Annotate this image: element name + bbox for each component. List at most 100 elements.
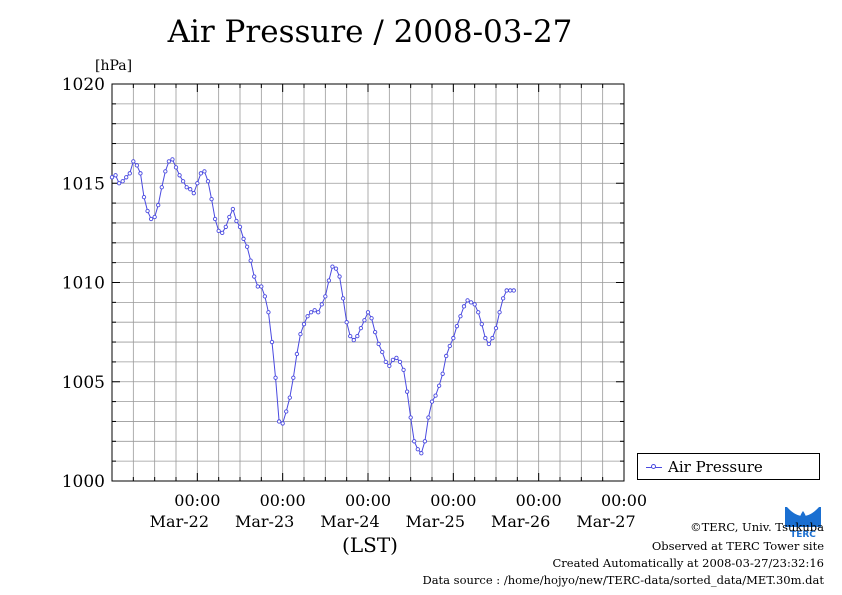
data-point	[369, 316, 374, 321]
data-point	[166, 159, 172, 164]
y-tick-label: 1000	[62, 472, 105, 492]
data-point	[134, 163, 140, 168]
data-point	[376, 341, 381, 347]
data-point	[294, 351, 300, 357]
data-point	[273, 375, 278, 380]
data-point	[404, 389, 410, 394]
data-point	[316, 310, 321, 315]
data-point	[252, 274, 257, 279]
y-tick-label: 1010	[62, 274, 105, 294]
chart-title: Air Pressure / 2008-03-27	[167, 14, 573, 50]
grid-lines	[112, 84, 624, 481]
data-point	[177, 173, 182, 178]
data-point	[447, 343, 452, 349]
data-point	[284, 409, 289, 414]
legend: Air Pressure	[637, 453, 820, 480]
x-tick-date-label: Mar-22	[150, 512, 209, 531]
legend-marker-swatch	[651, 464, 656, 469]
data-point	[170, 157, 175, 162]
x-tick-date-label: Mar-25	[406, 512, 465, 531]
data-point	[344, 320, 349, 325]
logo-text: TERC	[790, 530, 816, 539]
x-tick-time-label: 00:00	[345, 491, 391, 510]
data-point	[259, 284, 264, 289]
data-point	[387, 363, 392, 369]
data-point	[124, 175, 129, 180]
data-point	[223, 224, 228, 230]
data-point	[451, 335, 456, 341]
data-point	[408, 415, 413, 420]
data-point	[433, 393, 438, 398]
data-point	[141, 194, 147, 200]
x-tick-date-label: Mar-24	[320, 512, 379, 531]
x-tick-time-label: 00:00	[430, 491, 476, 510]
data-point	[287, 395, 292, 400]
data-point	[333, 266, 339, 271]
data-point	[298, 331, 303, 337]
data-point	[365, 310, 371, 315]
data-point	[476, 310, 481, 315]
x-tick-date-label: Mar-27	[576, 512, 635, 531]
credit-copyright: ©TERC, Univ. Tsukuba	[690, 520, 824, 534]
data-point	[440, 371, 445, 376]
data-point	[280, 421, 285, 426]
data-point	[276, 419, 282, 424]
y-tick-label: 1005	[62, 373, 105, 393]
data-point	[216, 228, 221, 234]
data-point	[234, 218, 239, 224]
data-point	[390, 357, 396, 363]
y-axis-unit: [hPa]	[95, 58, 132, 74]
data-point	[138, 171, 143, 176]
data-point	[412, 439, 417, 444]
data-point	[255, 284, 260, 289]
data-point	[401, 367, 406, 372]
data-point	[127, 171, 132, 176]
data-point	[301, 322, 307, 327]
data-point	[305, 314, 310, 319]
x-axis-label: (LST)	[342, 533, 398, 557]
data-point	[205, 179, 211, 184]
data-point	[348, 333, 353, 339]
data-point	[415, 447, 420, 452]
data-point	[458, 314, 463, 319]
data-point	[397, 359, 403, 365]
data-point	[372, 329, 378, 335]
x-tick-time-label: 00:00	[174, 491, 220, 510]
data-point	[244, 244, 250, 249]
data-point	[109, 175, 115, 180]
data-point	[508, 288, 513, 293]
data-point	[504, 288, 509, 293]
credit-source: Data source : /home/hojyo/new/TERC-data/…	[422, 573, 824, 587]
x-axis: 00:00 Mar-22 00:00 Mar-23 00:00 Mar-24 00:00 Ma…	[132, 84, 647, 531]
data-point	[383, 359, 388, 365]
data-point	[148, 216, 154, 222]
data-point	[202, 169, 207, 174]
data-point	[220, 230, 225, 236]
data-point	[152, 214, 157, 220]
data-point	[248, 258, 253, 263]
data-point	[227, 214, 232, 220]
data-point	[113, 173, 118, 178]
data-point	[184, 185, 189, 190]
x-tick-time-label: 00:00	[260, 491, 306, 510]
legend-label: Air Pressure	[668, 458, 763, 476]
data-point	[483, 335, 488, 341]
data-point	[230, 206, 236, 212]
data-point	[209, 196, 214, 202]
data-point	[266, 310, 271, 315]
data-point	[479, 322, 484, 327]
data-point	[180, 179, 186, 184]
terc-logo-icon: TERC	[783, 503, 823, 539]
credit-created: Created Automatically at 2008-03-27/23:3…	[552, 556, 825, 570]
credit-site: Observed at TERC Tower site	[651, 539, 824, 553]
data-point	[500, 296, 506, 301]
series-air-pressure	[109, 157, 516, 456]
x-tick-time-label: 00:00	[516, 491, 562, 510]
data-point	[444, 353, 449, 359]
data-point	[358, 326, 364, 331]
data-point	[493, 326, 499, 331]
data-point	[237, 224, 243, 230]
data-point	[340, 296, 346, 301]
data-point	[355, 333, 360, 339]
